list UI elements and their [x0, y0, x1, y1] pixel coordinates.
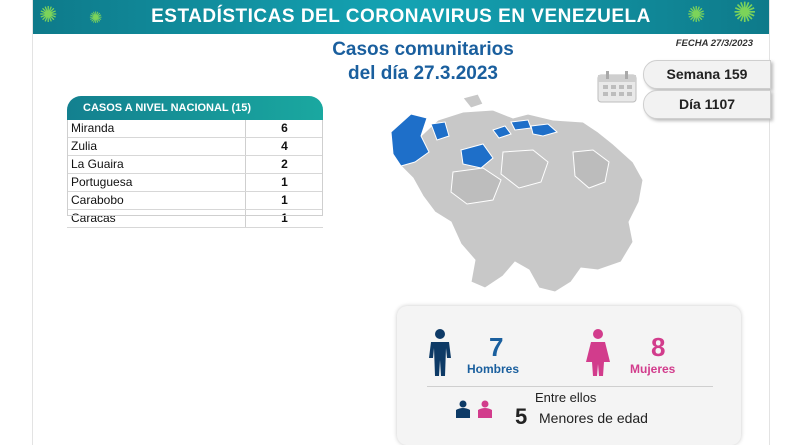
men-label: Hombres — [467, 362, 520, 376]
title-banner: ✺ ✺ ESTADÍSTICAS DEL CORONAVIRUS EN VENE… — [33, 0, 769, 34]
table-row: Portuguesa 1 — [67, 174, 323, 192]
day-counter: Día 1107 — [643, 90, 771, 119]
minors-intro: Entre ellos — [535, 390, 597, 405]
row-value: 1 — [281, 175, 288, 189]
miranda-region — [530, 123, 559, 137]
week-counter: Semana 159 — [643, 60, 771, 89]
women-label: Mujeres — [630, 362, 676, 376]
row-value: 1 — [281, 193, 288, 207]
children-icon — [456, 400, 492, 418]
zulia-region — [390, 113, 430, 167]
la-guaira-region — [510, 119, 532, 131]
row-state: Carabobo — [71, 193, 124, 207]
table-row: Miranda 6 — [67, 120, 323, 138]
table-row: Zulia 4 — [67, 138, 323, 156]
row-value: 4 — [281, 139, 288, 153]
row-value: 6 — [281, 121, 288, 135]
carabobo-region — [492, 125, 512, 139]
zulia-region — [430, 121, 450, 141]
woman-icon — [586, 329, 610, 376]
row-state: Miranda — [71, 121, 115, 135]
subtitle-line1: Casos comunitarios — [332, 39, 514, 60]
virus-icon: ✺ — [733, 0, 757, 28]
row-value: 2 — [281, 157, 288, 171]
row-state: Caracas — [71, 211, 116, 225]
row-state: Zulia — [71, 139, 98, 153]
subtitle-line2: del día 27.3.2023 — [348, 63, 498, 84]
man-icon — [429, 329, 451, 376]
row-state: La Guaira — [71, 157, 124, 171]
men-count: 7 — [489, 332, 504, 362]
minors-label: Menores de edad — [539, 410, 648, 426]
venezuela-map — [390, 93, 644, 293]
portuguesa-region — [460, 143, 494, 169]
gender-panel: 7 Hombres 8 Mujeres Entre ellos 5 Menore… — [397, 306, 741, 445]
date-label: FECHA 27/3/2023 — [675, 38, 753, 49]
virus-icon: ✺ — [687, 2, 706, 27]
women-count: 8 — [651, 332, 666, 362]
row-state: Portuguesa — [71, 175, 133, 189]
calendar-icon — [597, 71, 637, 103]
virus-icon: ✺ — [39, 2, 58, 27]
infographic-frame: ✺ ✺ ESTADÍSTICAS DEL CORONAVIRUS EN VENE… — [32, 0, 771, 445]
virus-icon: ✺ — [89, 10, 103, 27]
row-value: 1 — [281, 211, 288, 225]
page-title: ESTADÍSTICAS DEL CORONAVIRUS EN VENEZUEL… — [151, 6, 651, 27]
table-row: Carabobo 1 — [67, 192, 323, 210]
table-header: CASOS A NIVEL NACIONAL (15) — [67, 96, 323, 120]
cases-table: CASOS A NIVEL NACIONAL (15) Miranda 6 Zul… — [67, 96, 323, 228]
table-row: Caracas 1 — [67, 210, 323, 228]
minors-count: 5 — [515, 404, 528, 429]
table-row: La Guaira 2 — [67, 156, 323, 174]
subtitle: Casos comunitarios del día 27.3.2023 — [303, 38, 543, 86]
